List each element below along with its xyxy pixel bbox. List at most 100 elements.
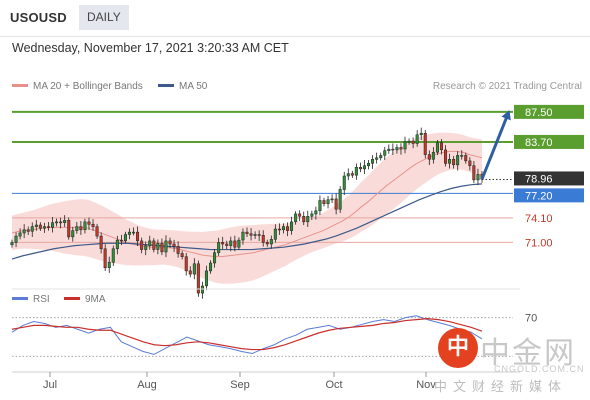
- candle-body: [286, 226, 290, 231]
- tag-pivot: 77.20: [525, 190, 553, 202]
- 9ma-swatch: [64, 296, 80, 300]
- x-tick-label-nov: Nov: [416, 379, 436, 391]
- x-tick-label-sep: Sep: [230, 379, 250, 391]
- ma50-line: [11, 183, 483, 260]
- candle-body: [127, 231, 131, 235]
- candlesticks: [10, 127, 484, 299]
- tag-pivot-bg: [514, 188, 584, 203]
- candle-body: [322, 200, 326, 204]
- candle-body: [119, 239, 123, 242]
- candle-body: [164, 240, 168, 253]
- candle-body: [415, 134, 419, 144]
- candle-body: [34, 224, 38, 227]
- rsi-ma-line: [11, 318, 483, 351]
- ma20-line: [11, 150, 483, 258]
- candle-body: [136, 231, 140, 242]
- tag-current-price: 78.96: [525, 173, 553, 185]
- timeframe-button[interactable]: DAILY: [79, 5, 129, 30]
- candle-body: [362, 165, 366, 170]
- candle-body: [209, 262, 213, 272]
- candle-body: [423, 132, 427, 155]
- candle-body: [265, 242, 269, 245]
- candle-body: [200, 285, 204, 294]
- top-bar: USOUSD DAILY: [0, 0, 590, 36]
- candle-body: [144, 245, 148, 250]
- candle-body: [180, 253, 184, 257]
- candle-body: [403, 141, 407, 150]
- candle-body: [435, 142, 439, 153]
- candle-body: [310, 213, 314, 217]
- candle-body: [290, 221, 294, 231]
- candle-body: [294, 213, 298, 223]
- candle-body: [18, 232, 22, 237]
- candle-body: [103, 248, 107, 269]
- candle-body: [95, 226, 99, 237]
- candle-body: [399, 147, 403, 150]
- candle-body: [22, 229, 26, 234]
- candle-body: [298, 213, 302, 217]
- candle-body: [184, 256, 188, 272]
- watermark-url: CNGOLD.COM.CN: [494, 364, 585, 374]
- candle-body: [367, 163, 371, 166]
- candle-body: [111, 248, 115, 263]
- candle-body: [168, 240, 172, 245]
- projection-arrow-line: [480, 113, 510, 180]
- candle-body: [172, 243, 176, 247]
- candle-body: [115, 239, 119, 250]
- candle-body: [269, 239, 273, 245]
- watermark-subtitle: 中文财经新媒体: [434, 380, 568, 395]
- candle-body: [152, 240, 156, 250]
- candle-body: [456, 155, 460, 166]
- rsi-level-label: 70: [525, 313, 537, 325]
- candle-body: [156, 242, 160, 250]
- candle-body: [38, 224, 42, 229]
- candle-body: [338, 189, 342, 210]
- level-tags: 87.50 83.70 78.96 77.20 74.10 71.00: [514, 104, 584, 249]
- candle-body: [204, 270, 208, 287]
- candle-body: [419, 132, 423, 136]
- candle-body: [387, 148, 391, 151]
- candle-body: [476, 174, 480, 181]
- candle-body: [379, 155, 383, 159]
- candle-body: [26, 229, 30, 232]
- candle-body: [330, 198, 334, 201]
- candle-body: [448, 159, 452, 164]
- tag-resistance-2: 87.50: [525, 107, 553, 119]
- candle-body: [460, 155, 464, 157]
- candle-body: [354, 167, 358, 176]
- tag-resistance-1-bg: [514, 134, 584, 149]
- candle-body: [42, 226, 46, 229]
- candle-body: [395, 147, 399, 151]
- candle-body: [229, 240, 233, 246]
- legend-label-ma20: MA 20 + Bollinger Bands: [33, 81, 143, 92]
- candle-body: [237, 239, 241, 248]
- candle-body: [342, 175, 346, 190]
- candle-body: [306, 216, 310, 223]
- projection-arrow: [480, 110, 511, 180]
- candle-body: [249, 233, 253, 236]
- candle-body: [148, 240, 152, 246]
- legend-item-ma50: MA 50: [158, 81, 207, 92]
- candle-body: [67, 220, 71, 238]
- candle-body: [277, 228, 281, 231]
- symbol-label: USOUSD: [10, 10, 67, 25]
- tag-price-bg: [514, 171, 584, 186]
- candle-body: [51, 222, 55, 228]
- candle-body: [196, 263, 200, 294]
- rsi-swatch: [12, 296, 28, 300]
- legend-label-ma50: MA 50: [179, 81, 208, 92]
- candle-body: [213, 252, 217, 264]
- candle-body: [261, 235, 265, 243]
- candle-body: [55, 221, 59, 224]
- candle-body: [233, 240, 237, 248]
- tag-resistance-2-bg: [514, 104, 584, 119]
- 9ma-legend-label: 9MA: [85, 294, 106, 305]
- candle-body: [468, 160, 472, 166]
- candle-body: [75, 226, 79, 231]
- candle-body: [217, 242, 221, 253]
- candle-body: [107, 261, 111, 268]
- candle-body: [140, 240, 144, 250]
- candle-body: [273, 228, 277, 240]
- candle-body: [383, 150, 387, 156]
